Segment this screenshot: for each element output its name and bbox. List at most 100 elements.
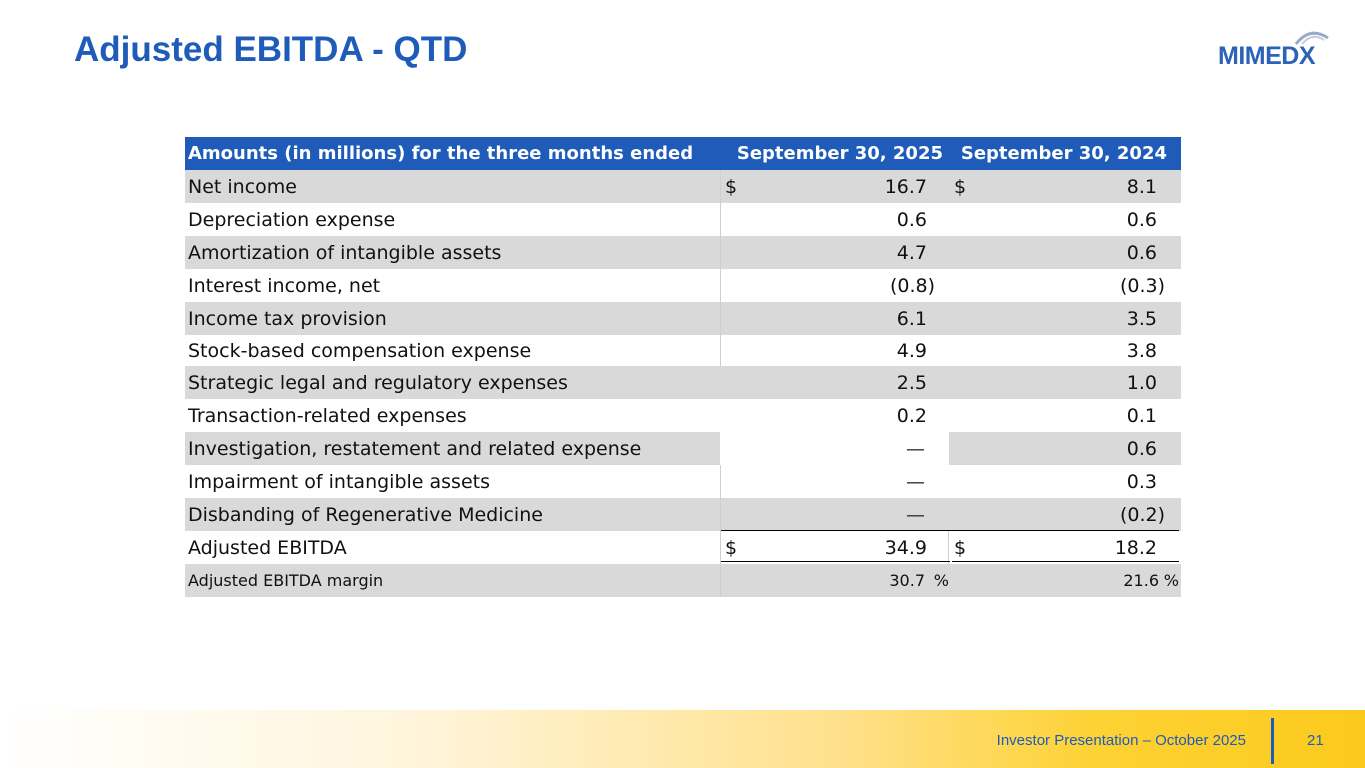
dollar-sign: $ <box>725 536 738 559</box>
cell-2025: (0.8) <box>720 269 949 302</box>
row-label: Adjusted EBITDA margin <box>188 571 384 590</box>
page-title: Adjusted EBITDA - QTD <box>74 30 468 69</box>
dollar-sign: $ <box>954 536 967 559</box>
ebitda-table: Amounts (in millions) for the three mont… <box>185 137 1181 597</box>
cell-2024: (0.3) <box>949 269 1181 302</box>
value: 6.1 <box>896 307 927 330</box>
value: 4.7 <box>896 241 927 264</box>
cell-2025: — <box>720 465 949 498</box>
cell-2024: 3.5 <box>949 302 1181 335</box>
value: 0.6 <box>1126 208 1157 231</box>
row-label: Strategic legal and regulatory expenses <box>188 371 568 394</box>
mimedx-logo: MIMEDX <box>1218 28 1330 72</box>
value: (0.2) <box>1119 503 1165 526</box>
dollar-sign: $ <box>954 175 967 198</box>
value: 0.3 <box>1126 470 1157 493</box>
value: — <box>906 503 925 526</box>
row-label: Transaction-related expenses <box>188 404 467 427</box>
cell-2025: 0.6 <box>720 203 949 236</box>
subtotal-underline <box>721 530 1179 531</box>
row-label: Amortization of intangible assets <box>188 241 502 264</box>
table-row: Stock-based compensation expense 4.9 3.8 <box>185 335 1181 366</box>
footer-bar <box>0 710 1365 768</box>
row-label: Net income <box>188 175 297 198</box>
cell-2025: $ 34.9 <box>720 531 949 564</box>
cell-2025: 0.2 <box>720 399 949 432</box>
cell-2025: 30.7 % <box>720 564 949 597</box>
table-row: Impairment of intangible assets — 0.3 <box>185 465 1181 498</box>
row-label: Income tax provision <box>188 307 387 330</box>
row-label: Stock-based compensation expense <box>188 339 532 362</box>
cell-2024: $ 8.1 <box>949 170 1181 203</box>
row-label: Depreciation expense <box>188 208 396 231</box>
logo-arc-icon <box>1294 31 1329 45</box>
table-row-total: Adjusted EBITDA $ 34.9 $ 18.2 <box>185 531 1181 565</box>
row-label: Investigation, restatement and related e… <box>188 437 642 460</box>
value: — <box>906 437 925 460</box>
dollar-sign: $ <box>725 175 738 198</box>
cell-2024: (0.2) <box>949 498 1181 531</box>
table-row: Amortization of intangible assets 4.7 0.… <box>185 236 1181 269</box>
row-label: Impairment of intangible assets <box>188 470 490 493</box>
value: (0.8) <box>889 274 935 297</box>
table-row: Net income $ 16.7 $ 8.1 <box>185 170 1181 203</box>
value: 0.6 <box>1126 241 1157 264</box>
value: — <box>906 470 925 493</box>
table-row: Investigation, restatement and related e… <box>185 432 1181 465</box>
value: 18.2 <box>1114 536 1157 559</box>
cell-2024: 0.6 <box>949 236 1181 269</box>
table-row-margin: Adjusted EBITDA margin 30.7 % 21.6 % <box>185 564 1181 597</box>
cell-2024: $ 18.2 <box>949 531 1181 564</box>
value: 0.2 <box>896 404 927 427</box>
cell-2025: 6.1 <box>720 302 949 335</box>
header-label: Amounts (in millions) for the three mont… <box>188 143 694 164</box>
row-label: Adjusted EBITDA <box>188 536 347 559</box>
table-row: Income tax provision 6.1 3.5 <box>185 302 1181 335</box>
footer-divider <box>1271 718 1274 764</box>
table-header: Amounts (in millions) for the three mont… <box>185 137 1181 170</box>
cell-2024: 1.0 <box>949 366 1181 399</box>
table-row: Disbanding of Regenerative Medicine — (0… <box>185 498 1181 531</box>
value: 34.9 <box>884 536 927 559</box>
total-double-underline <box>721 561 950 562</box>
cell-2024: 3.8 <box>949 335 1181 366</box>
cell-2025: — <box>720 432 949 465</box>
cell-2025: $ 16.7 <box>720 170 949 203</box>
page-number: 21 <box>1307 732 1324 749</box>
table-row: Depreciation expense 0.6 0.6 <box>185 203 1181 236</box>
table-row: Strategic legal and regulatory expenses … <box>185 366 1181 399</box>
value: 3.5 <box>1126 307 1157 330</box>
value: 0.1 <box>1126 404 1157 427</box>
value: 0.6 <box>896 208 927 231</box>
row-label: Disbanding of Regenerative Medicine <box>188 503 543 526</box>
value: 4.9 <box>896 339 927 362</box>
percent-sign: % <box>1163 571 1179 590</box>
cell-2024: 0.6 <box>949 432 1181 465</box>
cell-2024: 21.6 % <box>949 564 1181 597</box>
value: 8.1 <box>1126 175 1157 198</box>
table-row: Transaction-related expenses 0.2 0.1 <box>185 399 1181 432</box>
total-double-underline <box>952 561 1179 562</box>
cell-2024: 0.3 <box>949 465 1181 498</box>
logo-text: MIMEDX <box>1218 42 1316 70</box>
footer-text: Investor Presentation – October 2025 <box>996 732 1246 749</box>
value: 0.6 <box>1126 437 1157 460</box>
cell-2024: 0.1 <box>949 399 1181 432</box>
value: 3.8 <box>1126 339 1157 362</box>
cell-2024: 0.6 <box>949 203 1181 236</box>
percent-sign: % <box>933 571 949 590</box>
cell-2025: 4.7 <box>720 236 949 269</box>
row-label: Interest income, net <box>188 274 381 297</box>
value: 21.6 <box>1123 571 1159 590</box>
table-row: Interest income, net (0.8) (0.3) <box>185 269 1181 302</box>
cell-2025: 2.5 <box>720 366 949 399</box>
cell-2025: 4.9 <box>720 335 949 366</box>
value: 30.7 <box>889 571 925 590</box>
header-col-2025: September 30, 2025 <box>736 143 943 164</box>
value: 1.0 <box>1126 371 1157 394</box>
value: (0.3) <box>1119 274 1165 297</box>
value: 16.7 <box>884 175 927 198</box>
cell-2025: — <box>720 498 949 531</box>
value: 2.5 <box>896 371 927 394</box>
header-col-2024: September 30, 2024 <box>960 143 1167 164</box>
